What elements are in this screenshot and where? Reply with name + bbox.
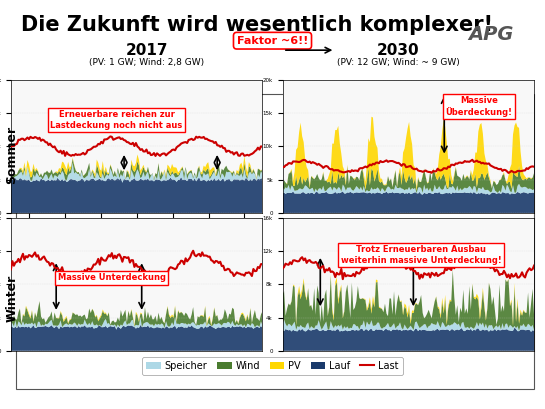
Text: (PV: 12 GW; Wind: ~ 9 GW): (PV: 12 GW; Wind: ~ 9 GW) <box>337 58 459 67</box>
Text: Trotz Erneuerbaren Ausbau
weiterhin massive Unterdeckung!: Trotz Erneuerbaren Ausbau weiterhin mass… <box>341 245 501 265</box>
Text: APG: APG <box>468 25 513 43</box>
Text: Massive Unterdeckung: Massive Unterdeckung <box>58 273 166 282</box>
Legend: Speicher, Wind, PV, Lauf, Last: Speicher, Wind, PV, Lauf, Last <box>142 357 403 375</box>
Text: Massive
Überdeckung!: Massive Überdeckung! <box>445 96 512 117</box>
Text: Die Zukunft wird wesentlich komplexer!: Die Zukunft wird wesentlich komplexer! <box>21 16 493 36</box>
Text: 2030: 2030 <box>377 43 420 58</box>
Text: (PV: 1 GW; Wind: 2,8 GW): (PV: 1 GW; Wind: 2,8 GW) <box>89 58 204 67</box>
Text: 2017: 2017 <box>126 43 168 58</box>
Text: Sommer: Sommer <box>5 126 19 184</box>
Text: Winter: Winter <box>5 275 19 322</box>
Text: Faktor ~6!!: Faktor ~6!! <box>237 36 308 46</box>
Text: Erneuerbare reichen zur
Lastdeckung noch nicht aus: Erneuerbare reichen zur Lastdeckung noch… <box>51 110 183 130</box>
